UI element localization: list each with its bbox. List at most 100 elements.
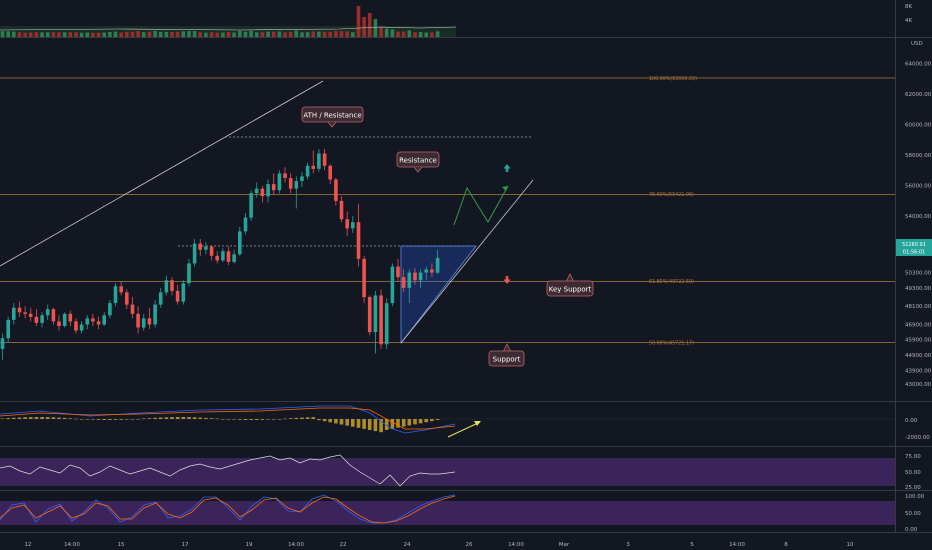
bearish-arrow-icon (503, 276, 511, 284)
macd-trend-arrowhead (474, 421, 481, 426)
volume-bar (102, 32, 106, 37)
volume-bar (113, 31, 118, 37)
price-tick-label: 43000.00 (905, 382, 932, 388)
time-tick-label: 14:00 (64, 542, 80, 548)
time-tick-label: 12 (25, 542, 32, 548)
candle-body (226, 251, 231, 262)
volume-bar (68, 32, 73, 37)
macd-signal-line (0, 407, 456, 430)
macd-histogram-bar (74, 418, 78, 420)
macd-histogram-bar (362, 419, 366, 429)
macd-histogram-bar (260, 419, 265, 420)
macd-histogram-bar (12, 417, 16, 419)
candle-body (170, 280, 174, 291)
volume-bar (317, 31, 321, 37)
candle-body (96, 321, 101, 325)
macd-histogram-bar (294, 417, 299, 419)
macd-histogram-bar (266, 419, 270, 420)
candle-body (271, 184, 276, 191)
volume-bar (328, 31, 332, 37)
macd-histogram-bar (232, 419, 236, 420)
macd-histogram-bar (6, 418, 10, 419)
candle-body (215, 255, 219, 261)
pane-borders (0, 0, 932, 533)
volume-bar (175, 31, 180, 37)
stoch-tick-label: 0.00 (905, 527, 918, 533)
macd-histogram-bar (68, 418, 73, 419)
volume-bar (125, 31, 129, 37)
volume-bar (396, 31, 400, 37)
stoch-d-line (0, 495, 456, 524)
time-tick-label: 15 (118, 542, 125, 548)
candle-body (6, 319, 10, 339)
volume-bar (356, 6, 361, 37)
macd-histogram-bar (57, 417, 61, 419)
volume-bar (209, 32, 214, 37)
candle-body (0, 338, 5, 349)
macd-histogram-bar (322, 419, 327, 422)
candle-body (102, 315, 106, 325)
candle-body (40, 315, 44, 323)
volume-bar (238, 30, 242, 37)
candle-body (17, 307, 22, 313)
candle-body (175, 290, 180, 302)
volume-bar (379, 27, 383, 37)
candle-body (209, 246, 214, 256)
macd-histogram-bar (175, 417, 180, 419)
volume-bar (40, 32, 44, 37)
volume-bar (45, 32, 50, 37)
volume-bar (130, 31, 135, 37)
volume-bar (91, 32, 95, 37)
time-tick-label: 14:00 (508, 542, 524, 548)
macd-histogram-bar (254, 419, 259, 420)
volume-bar (34, 32, 39, 37)
candle-body (125, 292, 129, 305)
volume-bar (51, 32, 56, 37)
candle-body (141, 318, 146, 328)
candle-body (74, 321, 78, 331)
volume-bar (23, 32, 27, 37)
volume-bar (28, 32, 33, 37)
candle-body (435, 257, 440, 273)
volume-bar (153, 31, 157, 37)
candle-body (379, 295, 383, 345)
price-tick-label: 48100.00 (905, 304, 932, 310)
volume-bar (108, 32, 112, 37)
macd-histogram-bar (271, 419, 276, 420)
fib-level-label: 50.00%(45721.17) (649, 340, 694, 346)
stoch-tick-label: 50.00 (905, 511, 921, 517)
volume-tick-label: 4K (905, 18, 912, 24)
macd-histogram-bar (147, 418, 152, 419)
candle-body (249, 193, 253, 218)
volume-bar (198, 32, 202, 37)
volume-bar (288, 31, 293, 37)
volume-bar (266, 31, 270, 37)
macd-histogram-bar (17, 417, 22, 419)
macd-histogram-bar (226, 419, 231, 420)
macd-histogram-bar (424, 419, 428, 423)
candle-body (413, 272, 417, 281)
macd-histogram-bar (435, 419, 440, 420)
volume-bar (418, 32, 423, 37)
rsi-pane (0, 454, 456, 487)
candle-body (334, 179, 338, 201)
volume-bar (339, 31, 344, 37)
macd-histogram-bar (113, 419, 118, 420)
macd-histogram-bar (396, 419, 400, 428)
callout-key-support-text: Key Support (549, 286, 592, 294)
candle-body (181, 283, 186, 302)
candle-body (187, 263, 191, 284)
time-tick-label: 5 (690, 542, 694, 548)
macd-histogram-bar (170, 417, 174, 419)
callout-ath-text: ATH / Resistance (303, 112, 361, 120)
stoch-pane (0, 494, 456, 524)
candle-body (198, 243, 202, 250)
macd-trend-arrow (447, 422, 479, 438)
volume-bar (6, 31, 10, 37)
volume-bar (300, 32, 304, 37)
callout-support-text: Support (493, 356, 521, 364)
price-axis: 64000.00 62000.00 60000.00 58000.00 56000.00… (905, 62, 932, 389)
volume-bar (401, 31, 406, 37)
price-tick-label: 56000.00 (905, 184, 932, 190)
